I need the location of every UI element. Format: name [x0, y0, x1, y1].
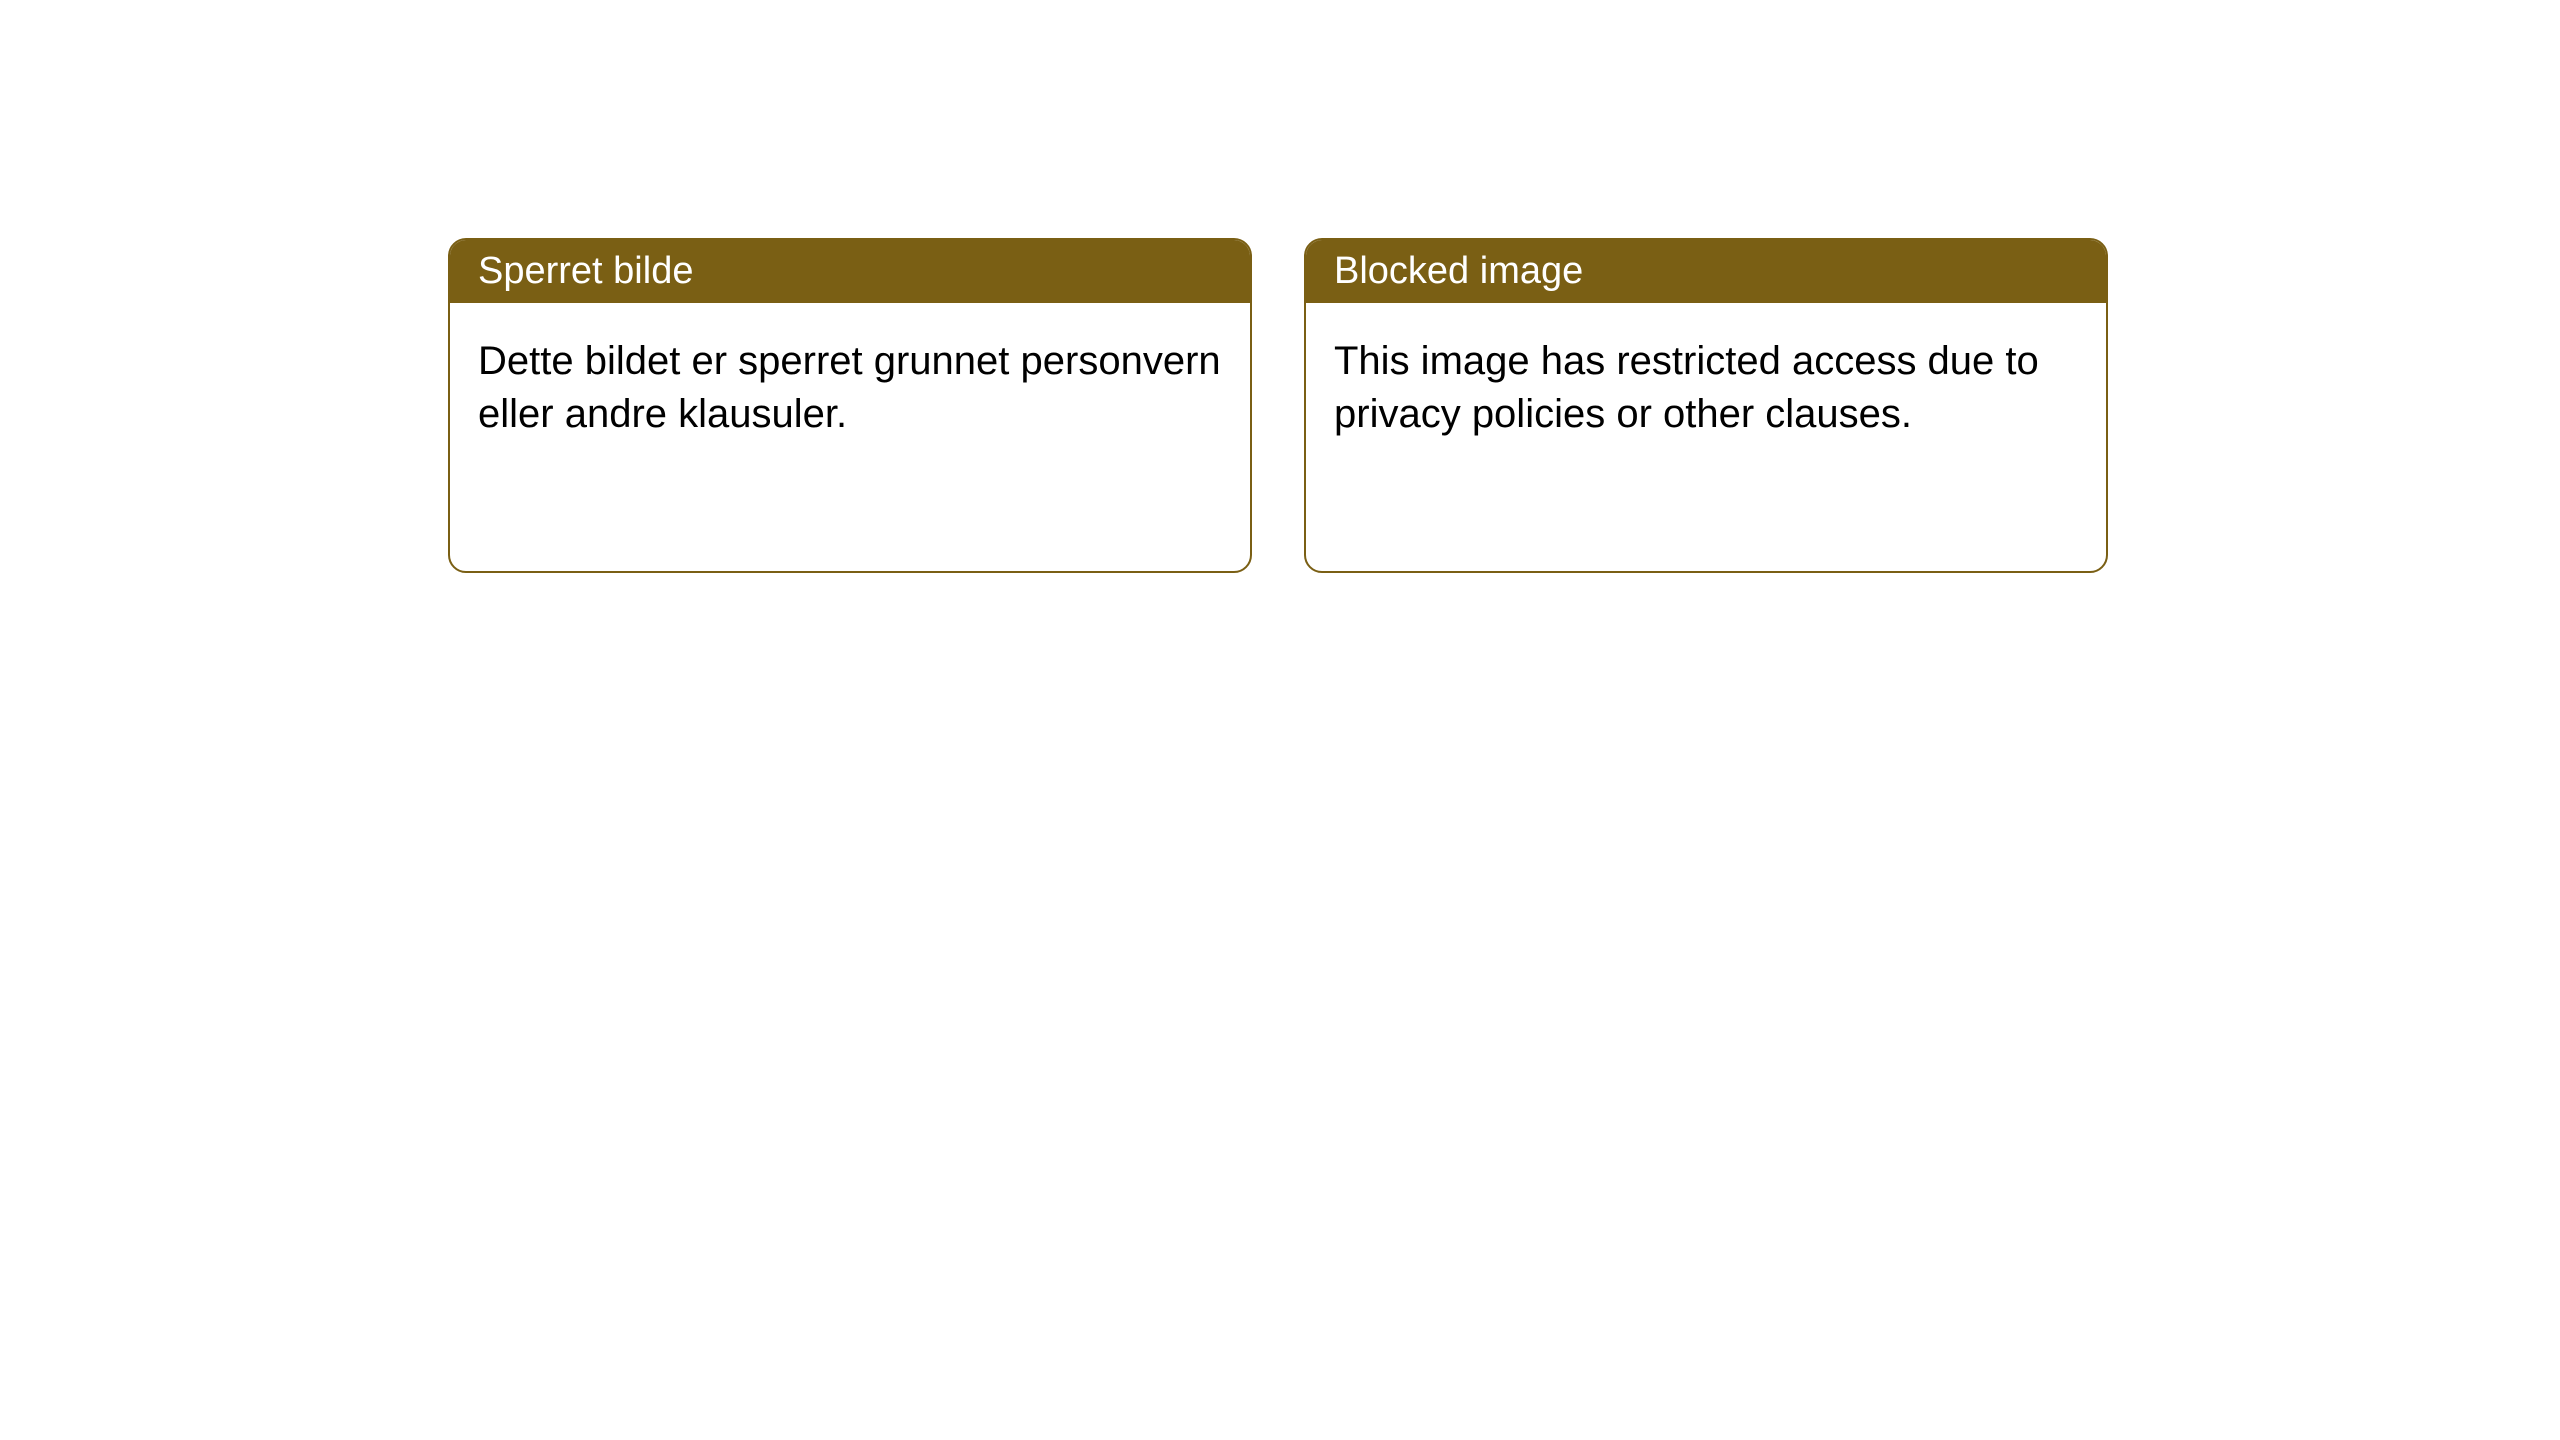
card-header: Sperret bilde: [450, 240, 1250, 303]
card-title: Blocked image: [1334, 250, 1583, 292]
card-body-text: Dette bildet er sperret grunnet personve…: [478, 339, 1221, 436]
blocked-image-card-no: Sperret bilde Dette bildet er sperret gr…: [448, 238, 1252, 573]
card-body-text: This image has restricted access due to …: [1334, 339, 2039, 436]
notice-container: Sperret bilde Dette bildet er sperret gr…: [0, 0, 2560, 573]
card-title: Sperret bilde: [478, 250, 693, 292]
blocked-image-card-en: Blocked image This image has restricted …: [1304, 238, 2108, 573]
card-body: Dette bildet er sperret grunnet personve…: [450, 303, 1250, 473]
card-body: This image has restricted access due to …: [1306, 303, 2106, 473]
card-header: Blocked image: [1306, 240, 2106, 303]
